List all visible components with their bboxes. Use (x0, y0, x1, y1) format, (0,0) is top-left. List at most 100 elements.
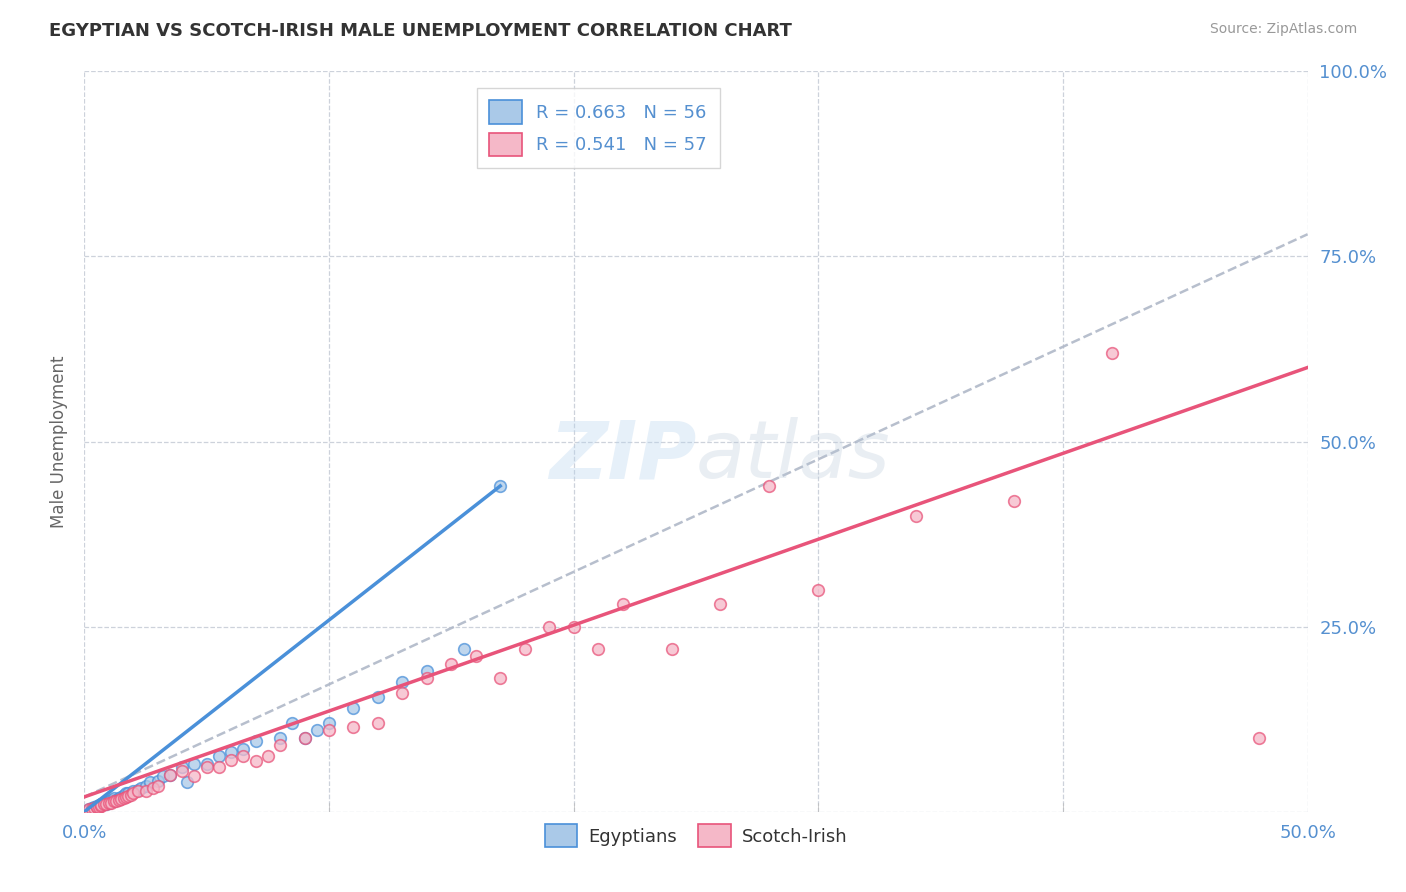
Point (183, 769, 205, 783)
Point (391, 686, 413, 700)
Point (176, 775, 198, 789)
Point (86, 800, 108, 814)
Point (159, 767, 181, 781)
Point (440, 657, 463, 671)
Point (135, 779, 157, 793)
Point (93, 796, 115, 810)
Point (245, 755, 267, 769)
Point (86, 799, 108, 814)
Point (90, 797, 112, 811)
Point (139, 775, 162, 789)
Point (146, 773, 169, 788)
Point (513, 641, 536, 656)
Point (96, 797, 118, 811)
Point (1101, 345, 1123, 359)
Point (135, 784, 157, 798)
Point (87, 798, 110, 813)
Text: ZIP: ZIP (548, 417, 696, 495)
Point (110, 789, 132, 804)
Point (453, 641, 475, 656)
Point (110, 792, 132, 806)
Point (122, 784, 145, 798)
Point (115, 789, 138, 804)
Point (464, 649, 486, 664)
Point (172, 760, 194, 774)
Point (489, 672, 512, 686)
Point (86, 798, 108, 813)
Point (1002, 493, 1025, 508)
Point (83, 801, 105, 815)
Point (219, 753, 242, 767)
Point (83, 801, 105, 815)
Point (152, 769, 174, 783)
Point (100, 794, 122, 808)
Point (195, 760, 218, 774)
Point (709, 598, 731, 612)
Point (208, 749, 231, 764)
Point (562, 619, 585, 633)
Point (107, 793, 129, 807)
Point (86, 799, 108, 814)
Text: atlas: atlas (696, 417, 891, 495)
Point (342, 720, 364, 734)
Point (305, 723, 328, 738)
Point (416, 672, 439, 686)
Point (195, 756, 218, 771)
Point (77, 803, 100, 817)
Point (112, 789, 135, 803)
Point (127, 782, 149, 797)
Point (232, 741, 254, 756)
Point (416, 664, 439, 678)
Point (117, 786, 139, 800)
Point (159, 767, 181, 781)
Point (93, 797, 115, 812)
Point (87, 799, 110, 814)
Point (97, 796, 120, 810)
Point (80, 802, 103, 816)
Point (257, 749, 280, 764)
Point (127, 784, 149, 798)
Point (318, 723, 340, 738)
Point (142, 780, 165, 795)
Point (342, 701, 364, 715)
Point (172, 764, 194, 778)
Point (97, 795, 120, 809)
Y-axis label: Male Unemployment: Male Unemployment (49, 355, 67, 528)
Point (122, 786, 145, 800)
Point (96, 795, 118, 809)
Point (80, 802, 103, 816)
Point (112, 791, 135, 805)
Point (219, 746, 242, 760)
Point (269, 738, 291, 752)
Point (90, 797, 112, 812)
Point (318, 715, 340, 730)
Point (489, 479, 512, 493)
Point (586, 641, 609, 656)
Point (105, 794, 128, 808)
Point (107, 791, 129, 805)
Point (294, 731, 316, 745)
Point (87, 798, 110, 813)
Point (117, 789, 139, 804)
Point (281, 715, 304, 730)
Point (183, 756, 205, 771)
Point (100, 796, 122, 810)
Point (115, 786, 138, 800)
Point (120, 788, 142, 802)
Point (758, 479, 780, 493)
Point (100, 793, 122, 807)
Point (905, 508, 928, 523)
Point (269, 731, 291, 745)
Point (103, 794, 125, 808)
Point (807, 582, 830, 597)
Point (661, 641, 683, 656)
Point (103, 791, 125, 805)
Legend: Egyptians, Scotch-Irish: Egyptians, Scotch-Irish (537, 817, 855, 855)
Point (245, 734, 267, 748)
Point (80, 801, 103, 815)
Point (294, 731, 316, 745)
Point (90, 798, 112, 813)
Point (232, 749, 254, 764)
Point (86, 800, 108, 814)
Point (93, 797, 115, 812)
